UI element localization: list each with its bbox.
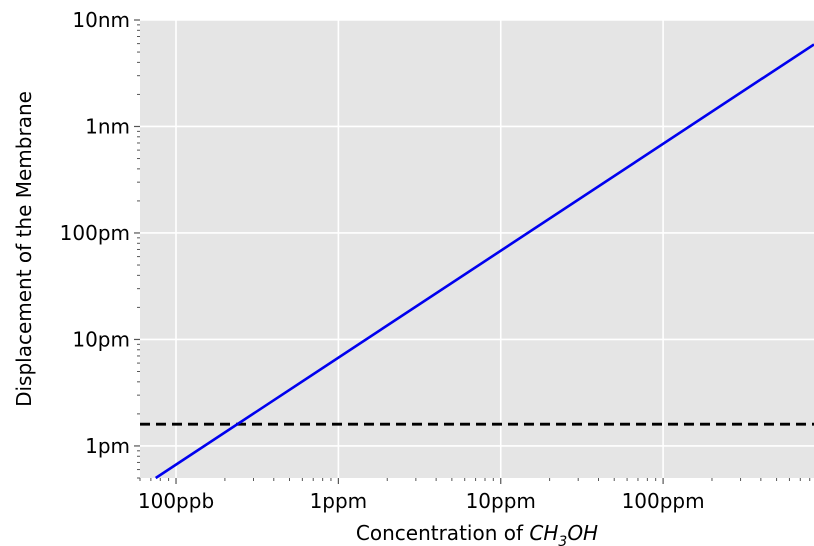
grid-lines <box>140 19 814 478</box>
series-lines <box>140 43 814 480</box>
y-tick-label: 10pm <box>72 327 130 351</box>
y-tick-label: 10nm <box>72 8 130 32</box>
x-tick-labels: 100ppb 1ppm 10ppm 100ppm <box>138 489 705 513</box>
major-ticks <box>134 19 664 484</box>
x-tick-label: 1ppm <box>310 489 368 513</box>
x-axis-label: Concentration of CH3OH <box>356 521 598 546</box>
y-tick-label: 1nm <box>85 114 130 138</box>
x-tick-label: 100ppb <box>138 489 214 513</box>
x-tick-label: 10ppm <box>466 489 536 513</box>
x-axis-label-formula-a: CH <box>529 521 558 545</box>
series-line <box>154 43 814 480</box>
y-axis-label: Displacement of the Membrane <box>12 91 36 407</box>
y-tick-label: 1pm <box>85 434 130 458</box>
x-axis-label-prefix: Concentration of <box>356 521 529 545</box>
y-tick-label: 100pm <box>60 221 130 245</box>
x-tick-label: 100ppm <box>622 489 705 513</box>
plot-background <box>140 20 814 478</box>
y-tick-labels: 1pm 10pm 100pm 1nm 10nm <box>60 8 130 458</box>
x-axis-label-formula-sub: 3 <box>558 534 567 546</box>
x-axis-label-formula-b: OH <box>567 521 598 545</box>
minor-ticks <box>137 24 811 481</box>
